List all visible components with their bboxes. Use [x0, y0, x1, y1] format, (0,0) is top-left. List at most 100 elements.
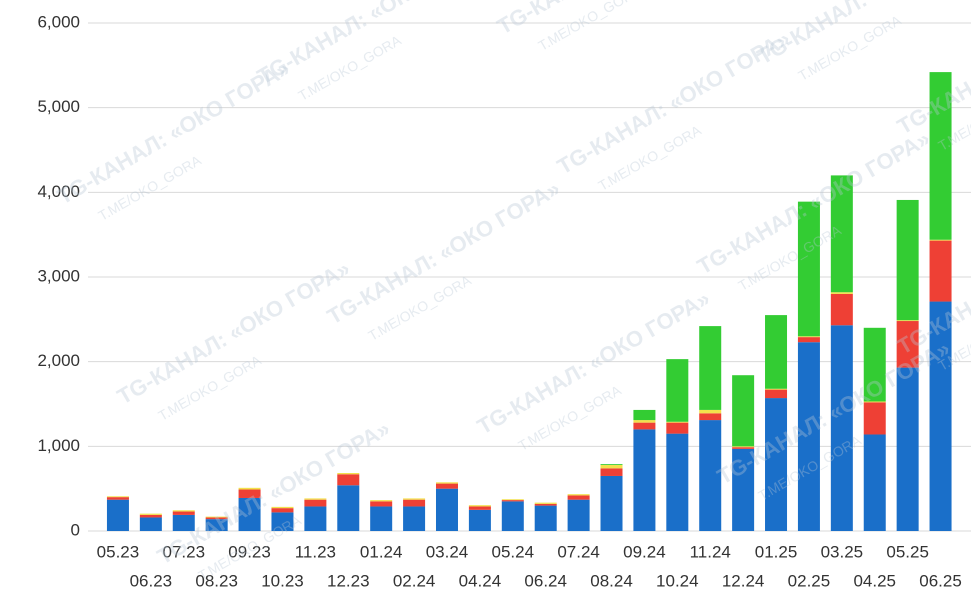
- bar-segment: [633, 409, 656, 421]
- x-tick-label: 09.23: [228, 542, 271, 561]
- bar-segment: [468, 505, 491, 507]
- bar-segment: [370, 506, 393, 531]
- bar-segment: [139, 513, 162, 515]
- x-tick-label: 01.24: [360, 542, 403, 561]
- bar-segment: [830, 175, 853, 293]
- bar-segment: [468, 509, 491, 531]
- x-tick-label: 11.24: [690, 542, 731, 561]
- bar-segment: [666, 422, 689, 434]
- x-tick-label: 05.25: [886, 542, 929, 561]
- bar-segment: [600, 464, 623, 465]
- bar-segment: [403, 506, 426, 531]
- bar-segment: [205, 519, 228, 531]
- bar-segment: [896, 199, 919, 321]
- x-tick-label: 09.24: [623, 542, 666, 561]
- bar-segment: [896, 367, 919, 531]
- bar-segment: [929, 240, 952, 302]
- bar-segment: [435, 488, 458, 531]
- bar-segment: [337, 485, 360, 531]
- bar-segment: [304, 506, 327, 531]
- x-tick-label: 12.23: [327, 571, 370, 590]
- bar-segment: [238, 497, 261, 531]
- bar-segment: [337, 473, 360, 475]
- bar-segment: [304, 498, 327, 500]
- bar-segment: [699, 409, 722, 414]
- y-tick-label: 2,000: [37, 351, 80, 370]
- y-tick-label: 4,000: [37, 182, 80, 201]
- bar-segment: [304, 499, 327, 507]
- bar-segment: [106, 497, 129, 500]
- x-tick-label: 03.25: [821, 542, 864, 561]
- bar-segment: [732, 448, 755, 531]
- bar-segment: [172, 514, 195, 531]
- bar-segment: [863, 434, 886, 531]
- y-tick-label: 1,000: [37, 436, 80, 455]
- x-tick-label: 05.24: [492, 542, 535, 561]
- bar-segment: [732, 375, 755, 447]
- x-tick-label: 05.23: [97, 542, 140, 561]
- bar-segment: [468, 506, 491, 510]
- x-tick-label: 10.23: [261, 571, 304, 590]
- bar-segment: [567, 495, 590, 500]
- bar-segment: [765, 389, 788, 399]
- x-tick-label: 02.24: [393, 571, 436, 590]
- watermark: TG-КАНАЛ: «ОКО ГОРА»: [53, 56, 294, 210]
- bar-segment: [271, 508, 294, 513]
- bar-segment: [534, 505, 557, 531]
- bar-segment: [600, 464, 623, 469]
- bar-segment: [830, 292, 853, 294]
- bar-segment: [403, 499, 426, 507]
- bar-segment: [666, 421, 689, 423]
- bar-segment: [501, 500, 524, 502]
- bar-segment: [238, 487, 261, 490]
- bar-segment: [666, 433, 689, 531]
- x-tick-label: 02.25: [788, 571, 831, 590]
- bar-segment: [567, 494, 590, 496]
- x-tick-label: 07.24: [557, 542, 600, 561]
- bar-segment: [600, 468, 623, 476]
- x-tick-label: 04.25: [853, 571, 896, 590]
- bar-segment: [106, 496, 129, 498]
- bar-segment: [765, 315, 788, 389]
- bar-segment: [863, 327, 886, 402]
- y-tick-label: 0: [71, 520, 80, 539]
- x-tick-label: 12.24: [722, 571, 765, 590]
- bar-segment: [501, 499, 524, 501]
- bar-segment: [830, 325, 853, 531]
- bar-segment: [797, 337, 820, 343]
- watermark: TG-КАНАЛ: «ОКО ГОРА»: [113, 256, 354, 410]
- bar-segment: [370, 500, 393, 502]
- bar-segment: [567, 499, 590, 531]
- bar-segment: [534, 502, 557, 504]
- x-tick-label: 07.23: [162, 542, 205, 561]
- bar-segment: [666, 359, 689, 422]
- bar-segment: [929, 239, 952, 241]
- watermark: TG-КАНАЛ: «ОКО ГОРА»: [323, 176, 564, 330]
- bar-segment: [699, 326, 722, 410]
- bar-segment: [929, 72, 952, 240]
- bar-segment: [435, 483, 458, 489]
- bar-segment: [238, 489, 261, 498]
- x-tick-label: 06.25: [919, 571, 962, 590]
- x-tick-label: 06.23: [130, 571, 173, 590]
- bar-segment: [896, 321, 919, 368]
- bar-segment: [403, 498, 426, 500]
- bar-segment: [830, 293, 853, 326]
- x-tick-label: 08.24: [590, 571, 633, 590]
- bar-segment: [732, 446, 755, 448]
- bar-segment: [863, 402, 886, 435]
- y-tick-label: 6,000: [37, 12, 80, 31]
- x-tick-label: 04.24: [459, 571, 502, 590]
- bar-segment: [172, 510, 195, 512]
- bar-segment: [929, 301, 952, 531]
- x-tick-label: 11.23: [295, 542, 336, 561]
- bar-segment: [633, 422, 656, 430]
- bar-segment: [370, 501, 393, 507]
- bar-segment: [337, 474, 360, 486]
- bar-segment: [271, 506, 294, 509]
- bar-segment: [600, 475, 623, 531]
- bar-segment: [172, 511, 195, 515]
- bar-segment: [139, 514, 162, 518]
- x-tick-label: 01.25: [755, 542, 798, 561]
- bar-segment: [699, 413, 722, 421]
